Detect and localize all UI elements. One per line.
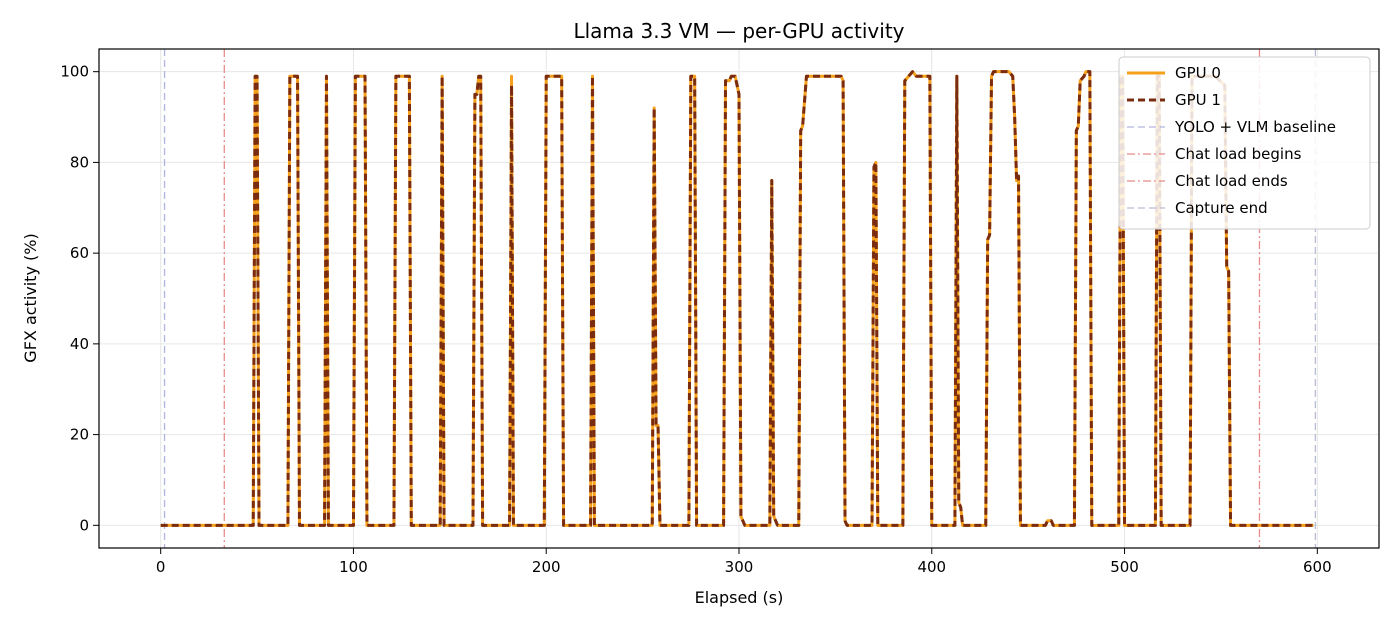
chart-title: Llama 3.3 VM — per-GPU activity [573, 19, 904, 43]
x-tick-label: 100 [339, 558, 368, 576]
x-tick-label: 200 [532, 558, 561, 576]
legend-label: GPU 0 [1175, 64, 1221, 82]
y-tick-label: 80 [70, 153, 89, 171]
y-tick-label: 0 [79, 516, 89, 534]
y-tick-label: 60 [70, 244, 89, 262]
y-tick-label: 20 [70, 426, 89, 444]
legend: GPU 0 GPU 1 YOLO + VLM baseline Chat load b… [1118, 56, 1371, 230]
x-tick-label: 400 [917, 558, 946, 576]
legend-label: GPU 1 [1175, 91, 1221, 109]
legend-box [1118, 56, 1371, 230]
x-axis-ticks: 0 100 200 300 400 500 600 [156, 548, 1332, 576]
y-axis-ticks: 0 20 40 60 80 100 [60, 63, 99, 534]
legend-label: Chat load begins [1175, 145, 1302, 163]
legend-label: Capture end [1175, 199, 1268, 217]
x-tick-label: 600 [1303, 558, 1332, 576]
y-tick-label: 100 [60, 63, 89, 81]
x-tick-label: 0 [156, 558, 166, 576]
y-tick-label: 40 [70, 335, 89, 353]
x-tick-label: 500 [1110, 558, 1139, 576]
series-lines [160, 70, 1314, 527]
series-line [160, 70, 1314, 527]
x-axis-label: Elapsed (s) [695, 588, 784, 607]
legend-label: Chat load ends [1175, 172, 1288, 190]
y-axis-label: GFX activity (%) [21, 233, 40, 362]
x-tick-label: 300 [725, 558, 754, 576]
legend-label: YOLO + VLM baseline [1174, 118, 1336, 136]
